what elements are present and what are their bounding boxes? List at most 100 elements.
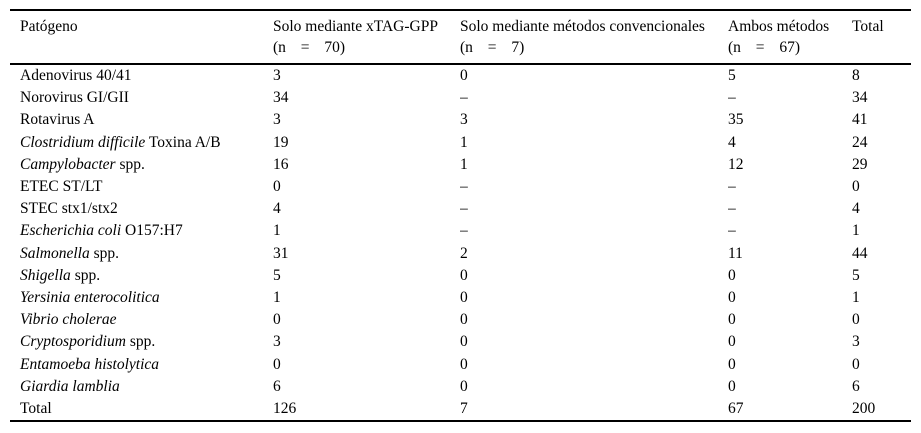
pathogen-name-cell: Campylobacter spp. xyxy=(10,154,273,176)
value-cell: 3 xyxy=(273,111,281,129)
column-label: Patógeno xyxy=(20,18,78,35)
value-cell: 34 xyxy=(852,89,868,107)
value-cell: 11 xyxy=(728,244,743,262)
value-cell: 1 xyxy=(852,222,860,240)
value-cell: 41 xyxy=(852,111,868,129)
value-cell: 126 xyxy=(273,399,297,417)
value-cell: – xyxy=(728,200,736,218)
pathogen-name-cell: Clostridium difficile Toxina A/B xyxy=(10,132,273,154)
table-row: Campylobacter spp. 16 1 12 29 xyxy=(10,154,911,176)
value-cell: – xyxy=(728,89,736,107)
pathogen-name-cell: Yersinia enterocolitica xyxy=(10,287,273,309)
value-cell: 35 xyxy=(728,111,744,129)
value-cell: 4 xyxy=(273,200,281,218)
pathogen-name-cell: Escherichia coli O157:H7 xyxy=(10,220,273,242)
pathogen-name-part: spp. xyxy=(125,333,156,351)
value-cell: 44 xyxy=(852,244,868,262)
pathogen-name-italic-part: Yersinia enterocolitica xyxy=(20,288,160,306)
pathogen-name-part: ETEC ST/LT xyxy=(20,178,103,196)
value-cell: 29 xyxy=(852,155,868,173)
table-row: Yersinia enterocolitica 1 0 0 1 xyxy=(10,287,911,309)
value-cell: 0 xyxy=(728,266,736,284)
pathogen-name-italic-part: Entamoeba histolytica xyxy=(20,355,160,373)
value-cell: 1 xyxy=(273,288,281,306)
table-row: Clostridium difficile Toxina A/B 19 1 4 24 xyxy=(10,132,911,154)
pathogen-name-part: spp. xyxy=(89,244,120,262)
value-cell: 5 xyxy=(852,266,860,284)
pathogen-name-italic-part: Clostridium difficile xyxy=(20,133,146,151)
pathogen-name-cell: ETEC ST/LT xyxy=(10,176,273,198)
value-cell: 67 xyxy=(728,399,744,417)
value-cell: 1 xyxy=(460,155,468,173)
value-cell: 31 xyxy=(273,244,289,262)
pathogen-name-italic-part: Shigella xyxy=(20,266,71,284)
value-cell: 3 xyxy=(273,67,281,85)
value-cell: 0 xyxy=(460,311,468,329)
pathogen-name-part: Adenovirus 40/41 xyxy=(20,67,132,85)
value-cell: – xyxy=(460,222,468,240)
value-cell: 0 xyxy=(852,178,860,196)
column-header: Solo mediante métodos convencionales (n =… xyxy=(460,10,728,65)
value-cell: 0 xyxy=(728,377,736,395)
table-row: ETEC ST/LT 0 – – 0 xyxy=(10,176,911,198)
pathogen-name-part: spp. xyxy=(70,266,101,284)
column-header: Solo mediante xTAG-GPP (n = 70) xyxy=(273,10,460,65)
table-row: Cryptosporidium spp. 3 0 0 3 xyxy=(10,331,911,353)
table-row: Rotavirus A 3 3 35 41 xyxy=(10,109,911,131)
pathogen-name-cell: Adenovirus 40/41 xyxy=(10,64,273,87)
pathogen-name-cell: Vibrio cholerae xyxy=(10,309,273,331)
value-cell: 0 xyxy=(852,311,860,329)
value-cell: 0 xyxy=(460,333,468,351)
value-cell: 0 xyxy=(728,311,736,329)
pathogen-name-cell: Giardia lamblia xyxy=(10,376,273,398)
value-cell: 6 xyxy=(273,377,281,395)
value-cell: 3 xyxy=(273,333,281,351)
value-cell: 0 xyxy=(273,311,281,329)
column-label: Solo mediante xTAG-GPP xyxy=(273,18,438,35)
table-row: Norovirus GI/GII 34 – – 34 xyxy=(10,87,911,109)
pathogen-name-cell: STEC stx1/stx2 xyxy=(10,198,273,220)
pathogen-name-part: Toxina A/B xyxy=(145,133,221,151)
value-cell: 4 xyxy=(852,200,860,218)
column-header: Ambos métodos (n = 67) xyxy=(728,10,852,65)
pathogen-name-part: Total xyxy=(20,399,52,417)
value-cell: 19 xyxy=(273,133,289,151)
value-cell: 24 xyxy=(852,133,868,151)
table-row: Escherichia coli O157:H7 1– –1 xyxy=(10,220,911,242)
value-cell: 5 xyxy=(728,67,736,85)
value-cell: – xyxy=(460,89,468,107)
value-cell: 8 xyxy=(852,67,860,85)
value-cell: 34 xyxy=(273,89,289,107)
value-cell: 0 xyxy=(460,266,468,284)
value-cell: – xyxy=(728,222,736,240)
pathogen-name-part: STEC stx1/stx2 xyxy=(20,200,118,218)
pathogen-name-cell: Entamoeba histolytica xyxy=(10,353,273,375)
table-row: Entamoeba histolytica 0 0 0 0 xyxy=(10,353,911,375)
table-row: Adenovirus 40/41 3 0 5 8 xyxy=(10,64,911,87)
value-cell: 1 xyxy=(460,133,468,151)
value-cell: – xyxy=(460,178,468,196)
pathogen-name-cell: Salmonella spp. xyxy=(10,243,273,265)
column-sub-label: (n = 67) xyxy=(728,39,801,56)
pathogen-name-italic-part: Salmonella xyxy=(20,244,90,262)
column-header: Patógeno xyxy=(10,10,273,65)
value-cell: 0 xyxy=(852,355,860,373)
value-cell: 3 xyxy=(852,333,860,351)
pathogen-name-cell: Cryptosporidium spp. xyxy=(10,331,273,353)
pathogen-name-part: spp. xyxy=(115,155,145,173)
header-row: Patógeno Solo mediante xTAG-GPP (n = 70) So… xyxy=(10,10,911,65)
value-cell: – xyxy=(728,178,736,196)
column-sub-label: (n = 70) xyxy=(273,39,346,56)
table-row: Vibrio cholerae 0 0 0 0 xyxy=(10,309,911,331)
value-cell: 5 xyxy=(273,266,281,284)
column-label: Solo mediante métodos convencionales xyxy=(460,18,705,35)
table-body: Adenovirus 40/41 3 0 5 8 Norovirus GI/GII 34– –… xyxy=(10,64,911,421)
value-cell: 6 xyxy=(852,377,860,395)
value-cell: 0 xyxy=(460,377,468,395)
value-cell: 4 xyxy=(728,133,736,151)
value-cell: 0 xyxy=(728,355,736,373)
table-row: STEC stx1/stx2 4 – – 4 xyxy=(10,198,911,220)
value-cell: 12 xyxy=(728,155,744,173)
table-row: Giardia lamblia 6 0 0 6 xyxy=(10,376,911,398)
value-cell: 7 xyxy=(460,399,468,417)
